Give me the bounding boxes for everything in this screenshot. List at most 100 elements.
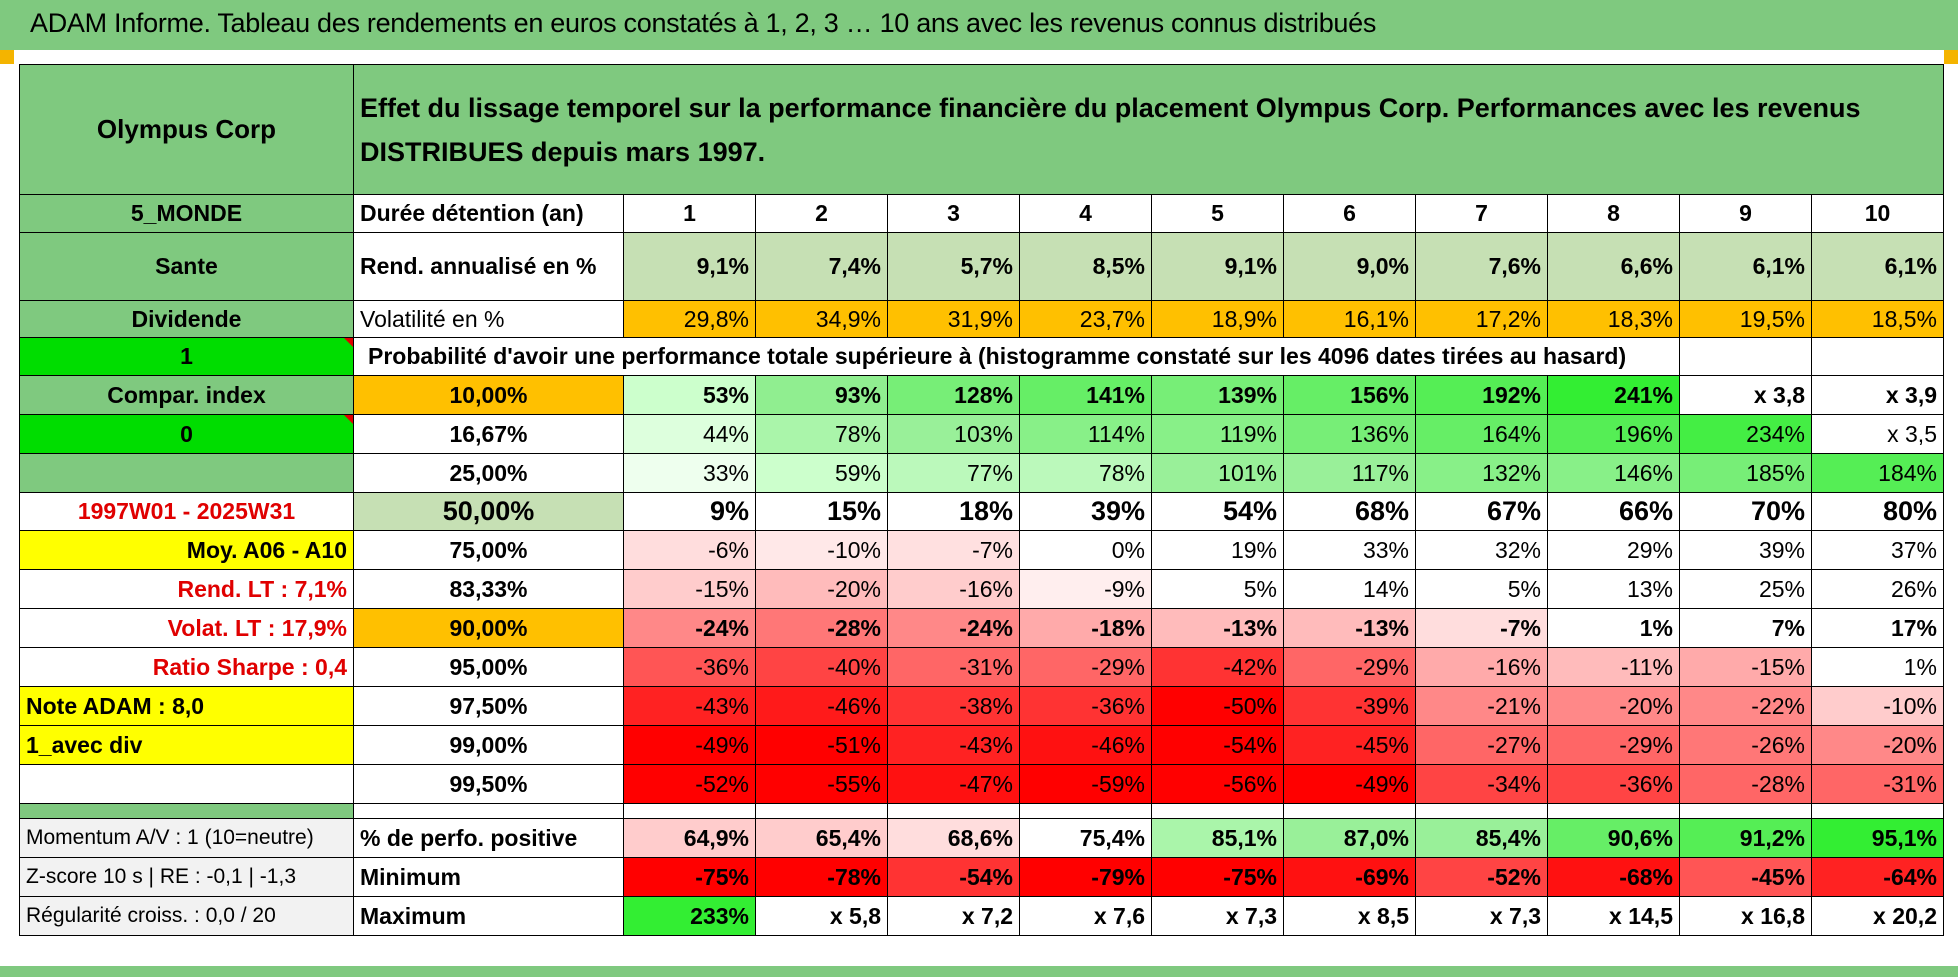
- probability-value: -16%: [1415, 647, 1548, 687]
- rend-label: Rend. annualisé en %: [353, 232, 624, 301]
- stat-value: x 20,2: [1811, 896, 1944, 936]
- stat-value: -69%: [1283, 857, 1416, 897]
- stat-label: % de perfo. positive: [353, 818, 624, 858]
- volat-value: 34,9%: [755, 300, 888, 338]
- probability-value: -34%: [1415, 764, 1548, 804]
- stat-label: Maximum: [353, 896, 624, 936]
- probability-value: 59%: [755, 453, 888, 493]
- period-label: 1997W01 - 2025W31: [19, 492, 354, 531]
- probability-value: -49%: [623, 725, 756, 765]
- probability-value: -7%: [887, 530, 1020, 570]
- stat-value: x 8,5: [1283, 896, 1416, 936]
- probability-value: -36%: [623, 647, 756, 687]
- probability-value: 44%: [623, 414, 756, 454]
- right-marker: [1944, 50, 1958, 64]
- probability-value: 93%: [755, 375, 888, 415]
- year-header: 4: [1019, 194, 1152, 233]
- probability-value: x 3,5: [1811, 414, 1944, 454]
- volat-value: 18,3%: [1547, 300, 1680, 338]
- probability-value: 234%: [1679, 414, 1812, 454]
- description: Effet du lissage temporel sur la perform…: [353, 64, 1944, 195]
- probability-value: -20%: [1811, 725, 1944, 765]
- probability-value: -56%: [1151, 764, 1284, 804]
- separator-row: [19, 803, 1944, 819]
- threshold-pct: 50,00%: [353, 492, 624, 531]
- threshold-pct: 95,00%: [353, 647, 624, 687]
- stat-value: 95,1%: [1811, 818, 1944, 858]
- stat-value: x 14,5: [1547, 896, 1680, 936]
- probability-value: -21%: [1415, 686, 1548, 726]
- probability-value: -10%: [755, 530, 888, 570]
- probability-value: -7%: [1415, 608, 1548, 648]
- probability-value: 114%: [1019, 414, 1152, 454]
- volat-value: 18,5%: [1811, 300, 1944, 338]
- probability-value: 5%: [1415, 569, 1548, 609]
- probability-value: 192%: [1415, 375, 1548, 415]
- stat-side-label: Régularité croiss. : 0,0 / 20: [19, 896, 354, 936]
- probability-value: 128%: [887, 375, 1020, 415]
- stat-value: 91,2%: [1679, 818, 1812, 858]
- probability-value: 32%: [1415, 530, 1548, 570]
- probability-value: -36%: [1019, 686, 1152, 726]
- probability-value: x 3,8: [1679, 375, 1812, 415]
- stat-value: -45%: [1679, 857, 1812, 897]
- left-marker: [0, 50, 14, 64]
- probability-value: 33%: [623, 453, 756, 493]
- probability-value: -55%: [755, 764, 888, 804]
- probability-value: -29%: [1283, 647, 1416, 687]
- probability-value: 19%: [1151, 530, 1284, 570]
- probability-value: -43%: [623, 686, 756, 726]
- stat-value: -68%: [1547, 857, 1680, 897]
- probability-value: 146%: [1547, 453, 1680, 493]
- stat-value: 90,6%: [1547, 818, 1680, 858]
- probability-value: 17%: [1811, 608, 1944, 648]
- probability-value: -11%: [1547, 647, 1680, 687]
- probability-value: 25%: [1679, 569, 1812, 609]
- probability-value: -52%: [623, 764, 756, 804]
- probability-value: x 3,9: [1811, 375, 1944, 415]
- moy-label: Moy. A06 - A10: [19, 530, 354, 570]
- probability-value: 13%: [1547, 569, 1680, 609]
- probability-value: -22%: [1679, 686, 1812, 726]
- probability-value: 39%: [1679, 530, 1812, 570]
- probability-value: 77%: [887, 453, 1020, 493]
- stat-value: 233%: [623, 896, 756, 936]
- probability-value: 29%: [1547, 530, 1680, 570]
- probability-value: 37%: [1811, 530, 1944, 570]
- asset-name: Olympus Corp: [19, 64, 354, 195]
- stat-value: x 7,2: [887, 896, 1020, 936]
- stat-value: -54%: [887, 857, 1020, 897]
- probability-value: -20%: [755, 569, 888, 609]
- stat-value: 75,4%: [1019, 818, 1152, 858]
- stat-value: 87,0%: [1283, 818, 1416, 858]
- year-header: 2: [755, 194, 888, 233]
- probability-value: 68%: [1283, 492, 1416, 531]
- probability-value: -54%: [1151, 725, 1284, 765]
- probability-value: 26%: [1811, 569, 1944, 609]
- note-label: Note ADAM : 8,0: [19, 686, 354, 726]
- probability-value: 132%: [1415, 453, 1548, 493]
- stat-value: 65,4%: [755, 818, 888, 858]
- year-header: 1: [623, 194, 756, 233]
- threshold-pct: 99,50%: [353, 764, 624, 804]
- volat-value: 29,8%: [623, 300, 756, 338]
- rend-value: 6,1%: [1811, 232, 1944, 301]
- probability-value: 14%: [1283, 569, 1416, 609]
- sector-label: Sante: [19, 232, 354, 301]
- probability-value: -24%: [623, 608, 756, 648]
- probability-value: 103%: [887, 414, 1020, 454]
- probability-row: 1997W01 - 2025W31 50,00% 9% 15% 18% 39% 54% 68%…: [19, 492, 1944, 531]
- rend-value: 5,7%: [887, 232, 1020, 301]
- stat-value: -75%: [1151, 857, 1284, 897]
- stat-label: Minimum: [353, 857, 624, 897]
- stat-value: x 7,3: [1415, 896, 1548, 936]
- threshold-pct: 10,00%: [353, 375, 624, 415]
- stat-value: 68,6%: [887, 818, 1020, 858]
- volat-value: 23,7%: [1019, 300, 1152, 338]
- probability-value: 9%: [623, 492, 756, 531]
- stat-value: 85,1%: [1151, 818, 1284, 858]
- volat-value: 31,9%: [887, 300, 1020, 338]
- probability-value: -45%: [1283, 725, 1416, 765]
- probability-value: -50%: [1151, 686, 1284, 726]
- empty-green-cell: [19, 453, 354, 493]
